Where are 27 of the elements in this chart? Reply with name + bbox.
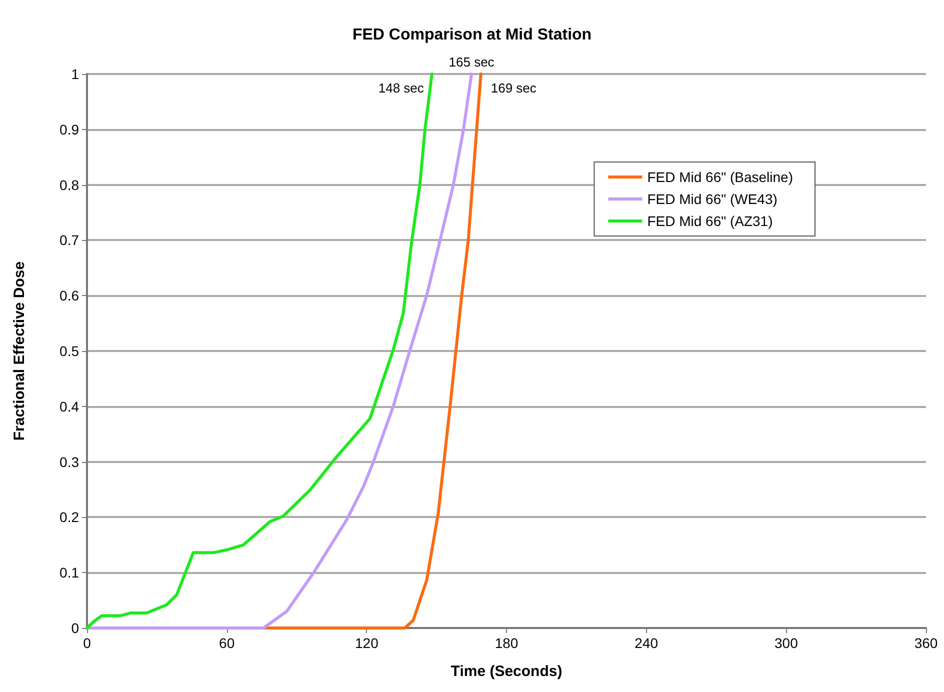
y-tick-label: 0.5 [60,343,80,359]
x-axis-title: Time (Seconds) [450,663,562,680]
y-tick-label: 1 [71,66,80,82]
chart-title: FED Comparison at Mid Station [352,26,592,44]
x-tick-label: 360 [914,635,938,651]
annotation: 148 sec [378,80,424,96]
annotation: 169 sec [490,80,537,96]
x-tick-label: 240 [634,635,658,651]
x-tick-label: 120 [354,635,379,651]
y-tick-label: 0.2 [60,509,80,526]
y-tick-label: 0.7 [60,232,80,248]
x-tick-label: 180 [494,635,518,651]
y-tick-label: 0.6 [60,288,80,304]
legend-label: FED Mid 66" (AZ31) [647,213,773,229]
y-tick-label: 0 [71,620,80,636]
x-tick-label: 0 [83,635,92,651]
legend-label: FED Mid 66" (Baseline) [647,169,793,185]
x-tick-label: 300 [774,635,798,651]
y-axis-title: Fractional Effective Dose [11,261,28,441]
y-tick-label: 0.9 [60,121,80,138]
y-tick-label: 0.8 [60,176,80,193]
y-tick-label: 0.3 [60,454,80,470]
annotation: 165 sec [448,54,495,70]
y-tick-label: 0.1 [60,564,80,581]
legend-label: FED Mid 66" (WE43) [647,191,778,207]
y-tick-label: 0.4 [60,398,80,414]
x-tick-label: 60 [219,635,235,651]
